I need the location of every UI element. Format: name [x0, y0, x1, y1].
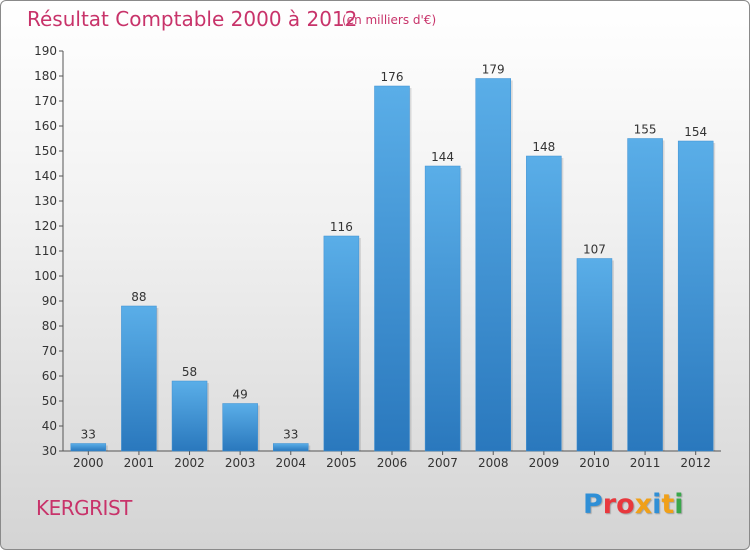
x-tick-label: 2012	[680, 456, 711, 470]
x-tick-label: 2008	[478, 456, 509, 470]
y-tick-label: 30	[42, 444, 57, 458]
y-tick-label: 130	[34, 194, 57, 208]
value-label: 88	[131, 290, 146, 304]
x-tick-label: 2004	[275, 456, 306, 470]
logo-letter: t	[661, 489, 675, 520]
value-label: 176	[381, 70, 404, 84]
y-tick-label: 40	[42, 419, 57, 433]
x-tick-label: 2001	[124, 456, 155, 470]
y-tick-label: 120	[34, 219, 57, 233]
value-label: 107	[583, 243, 606, 257]
value-label: 148	[532, 140, 555, 154]
y-tick-label: 150	[34, 144, 57, 158]
chart-labels: 2000 33 2001 88 2002 58 2003 49 2004 33 2005 116 200…	[73, 63, 711, 471]
bar-2005	[323, 235, 360, 452]
logo-letter: x	[634, 489, 653, 520]
x-tick-label: 2002	[174, 456, 205, 470]
y-tick-label: 80	[42, 319, 57, 333]
bar-2008	[475, 78, 511, 452]
bar-2011	[627, 138, 663, 452]
value-label: 154	[684, 125, 707, 139]
y-tick-label: 110	[34, 244, 57, 258]
y-tick-label: 190	[34, 44, 57, 58]
bar-2006	[374, 85, 410, 452]
y-tick-label: 170	[34, 94, 57, 108]
bar-2007	[424, 165, 461, 452]
logo-letter: r	[602, 489, 617, 520]
value-label: 33	[283, 428, 298, 442]
commune-name: KERGRIST	[36, 496, 132, 520]
bar-2001	[121, 305, 157, 452]
proxiti-logo: Proxiti	[583, 489, 684, 520]
chart-subtitle: (en milliers d'€)	[342, 13, 437, 27]
bar-2010	[576, 258, 613, 452]
value-label: 155	[634, 123, 657, 137]
logo-letter: P	[583, 489, 603, 520]
value-label: 116	[330, 220, 353, 234]
y-tick-label: 50	[42, 394, 57, 408]
chart-title: Résultat Comptable 2000 à 2012	[27, 7, 358, 31]
value-label: 58	[182, 365, 197, 379]
y-tick-label: 90	[42, 294, 57, 308]
x-tick-label: 2007	[427, 456, 458, 470]
x-tick-label: 2010	[579, 456, 610, 470]
x-tick-label: 2005	[326, 456, 357, 470]
x-tick-label: 2000	[73, 456, 104, 470]
logo-letter: i	[652, 489, 662, 520]
x-tick-label: 2006	[377, 456, 408, 470]
y-tick-label: 140	[34, 169, 57, 183]
bar-2002	[171, 380, 208, 452]
x-tick-label: 2009	[529, 456, 560, 470]
value-label: 144	[431, 150, 454, 164]
bar-2009	[526, 155, 562, 452]
value-label: 49	[233, 388, 248, 402]
x-tick-label: 2003	[225, 456, 256, 470]
logo-letter: i	[674, 489, 684, 520]
value-label: 179	[482, 63, 505, 77]
bar-2012	[677, 140, 714, 452]
value-label: 33	[81, 428, 96, 442]
y-tick-label: 160	[34, 119, 57, 133]
chart-bars	[70, 78, 716, 452]
y-tick-label: 60	[42, 369, 57, 383]
chart-axes: 30 40 50 60 70 80 90 100 110 120 130 140 150 160 170 18…	[34, 44, 721, 458]
logo-letter: o	[616, 489, 635, 520]
x-tick-label: 2011	[630, 456, 661, 470]
bar-2000	[70, 443, 107, 452]
y-tick-label: 180	[34, 69, 57, 83]
y-tick-label: 70	[42, 344, 57, 358]
y-tick-label: 100	[34, 269, 57, 283]
bar-2003	[222, 403, 258, 452]
bar-2004	[273, 443, 309, 452]
